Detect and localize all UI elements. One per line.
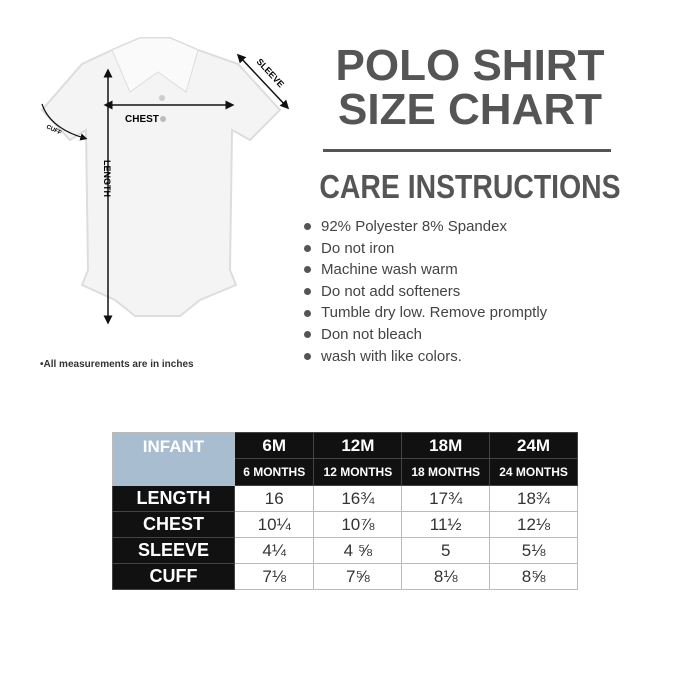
table-header-row: INFANT 6M 12M 18M 24M: [112, 432, 578, 486]
chest-label: CHEST: [125, 114, 159, 125]
list-item: 92% Polyester 8% Spandex: [304, 216, 547, 238]
bullet-icon: [304, 266, 311, 274]
cell: 5⅛: [489, 537, 578, 564]
table-subheader-row: 6 MONTHS 12 MONTHS 18 MONTHS 24 MONTHS: [113, 458, 578, 486]
cell: 8⅝: [489, 563, 578, 590]
care-list: 92% Polyester 8% Spandex Do not iron Mac…: [304, 216, 547, 367]
cell: 11½: [401, 511, 491, 538]
cell: 10⅞: [313, 511, 403, 538]
size-label: 18 MONTHS: [401, 458, 491, 486]
size-code: 18M: [401, 432, 491, 459]
divider: [323, 149, 611, 152]
length-label: LENGTH: [102, 160, 112, 197]
bullet-icon: [304, 223, 311, 231]
cell: 5: [401, 537, 491, 564]
sleeve-label: SLEEVE: [255, 57, 287, 90]
care-text: Don not bleach: [321, 325, 422, 343]
cell: 7⅛: [233, 563, 315, 590]
size-label: 6 MONTHS: [233, 458, 315, 486]
title-line-1: POLO SHIRT: [335, 41, 605, 90]
onesie-icon: [40, 37, 282, 317]
care-text: 92% Polyester 8% Spandex: [321, 218, 507, 235]
care-text: Do not add softeners: [321, 282, 461, 300]
list-item: Do not iron: [304, 238, 547, 260]
bullet-icon: [304, 288, 311, 296]
onesie-diagram: CHEST LENGTH SLEEVE CUFF: [40, 37, 290, 325]
bullet-icon: [304, 331, 311, 339]
size-code: 24M: [489, 432, 578, 459]
care-text: Do not iron: [321, 239, 395, 257]
list-item: wash with like colors.: [304, 346, 547, 368]
cell: 16: [233, 485, 315, 512]
table-row: CUFF 7⅛ 7⅝ 8⅛ 8⅝: [112, 563, 578, 590]
row-label: LENGTH: [112, 485, 235, 512]
list-item: Tumble dry low. Remove promptly: [304, 302, 547, 324]
cell: 8⅛: [401, 563, 491, 590]
row-label: CUFF: [112, 563, 235, 590]
page-title: POLO SHIRT SIZE CHART: [300, 44, 640, 132]
care-text: Tumble dry low. Remove promptly: [321, 304, 548, 322]
cell: 17¾: [401, 485, 491, 512]
size-label: 12 MONTHS: [313, 458, 403, 486]
row-label: SLEEVE: [112, 537, 235, 564]
table-row: CHEST 10¼ 10⅞ 11½ 12⅛: [112, 511, 578, 538]
table-row: LENGTH 16 16¾ 17¾ 18¾: [112, 485, 578, 512]
bullet-icon: [304, 309, 311, 317]
list-item: Don not bleach: [304, 324, 547, 346]
cell: 4 ⅝: [313, 537, 403, 564]
size-code: 6M: [233, 432, 315, 459]
cell: 10¼: [233, 511, 315, 538]
cell: 16¾: [313, 485, 403, 512]
bullet-icon: [304, 352, 311, 360]
size-label: 24 MONTHS: [489, 458, 578, 486]
cell: 12⅛: [489, 511, 578, 538]
cell: 18¾: [489, 485, 578, 512]
bullet-icon: [304, 244, 311, 252]
row-label: CHEST: [112, 511, 235, 538]
care-title: CARE INSTRUCTIONS: [319, 168, 621, 205]
care-text: wash with like colors.: [321, 347, 462, 365]
size-table: INFANT 6M 12M 18M 24M 6 MONTHS 12 MONTHS…: [112, 432, 578, 590]
table-row: SLEEVE 4¼ 4 ⅝ 5 5⅛: [112, 537, 578, 564]
table-corner: INFANT: [112, 432, 235, 486]
care-text: Machine wash warm: [321, 261, 458, 279]
cell: 7⅝: [313, 563, 403, 590]
size-code: 12M: [313, 432, 403, 459]
list-item: Machine wash warm: [304, 259, 547, 281]
measurement-note: •All measurements are in inches: [40, 359, 194, 370]
list-item: Do not add softeners: [304, 281, 547, 303]
cell: 4¼: [233, 537, 315, 564]
title-line-2: SIZE CHART: [338, 85, 602, 134]
